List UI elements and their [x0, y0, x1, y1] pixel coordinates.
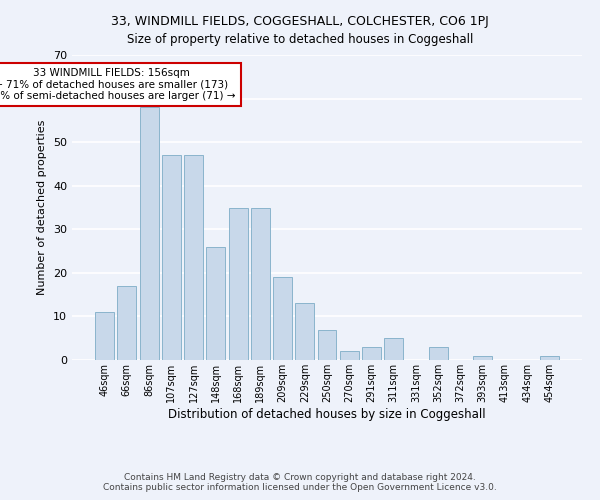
Bar — [251, 208, 270, 360]
X-axis label: Distribution of detached houses by size in Coggeshall: Distribution of detached houses by size … — [168, 408, 486, 420]
Bar — [95, 312, 114, 360]
Y-axis label: Number of detached properties: Number of detached properties — [37, 120, 47, 295]
Text: 33, WINDMILL FIELDS, COGGESHALL, COLCHESTER, CO6 1PJ: 33, WINDMILL FIELDS, COGGESHALL, COLCHES… — [111, 15, 489, 28]
Text: Contains HM Land Registry data © Crown copyright and database right 2024.
Contai: Contains HM Land Registry data © Crown c… — [103, 473, 497, 492]
Bar — [295, 304, 314, 360]
Bar — [140, 108, 158, 360]
Bar — [229, 208, 248, 360]
Bar — [273, 277, 292, 360]
Bar — [429, 347, 448, 360]
Text: 33 WINDMILL FIELDS: 156sqm
← 71% of detached houses are smaller (173)
29% of sem: 33 WINDMILL FIELDS: 156sqm ← 71% of deta… — [0, 68, 236, 102]
Bar — [540, 356, 559, 360]
Bar — [473, 356, 492, 360]
Bar — [184, 155, 203, 360]
Bar — [317, 330, 337, 360]
Bar — [162, 155, 181, 360]
Bar — [206, 246, 225, 360]
Bar — [384, 338, 403, 360]
Bar — [362, 347, 381, 360]
Bar — [340, 352, 359, 360]
Bar — [118, 286, 136, 360]
Text: Size of property relative to detached houses in Coggeshall: Size of property relative to detached ho… — [127, 32, 473, 46]
